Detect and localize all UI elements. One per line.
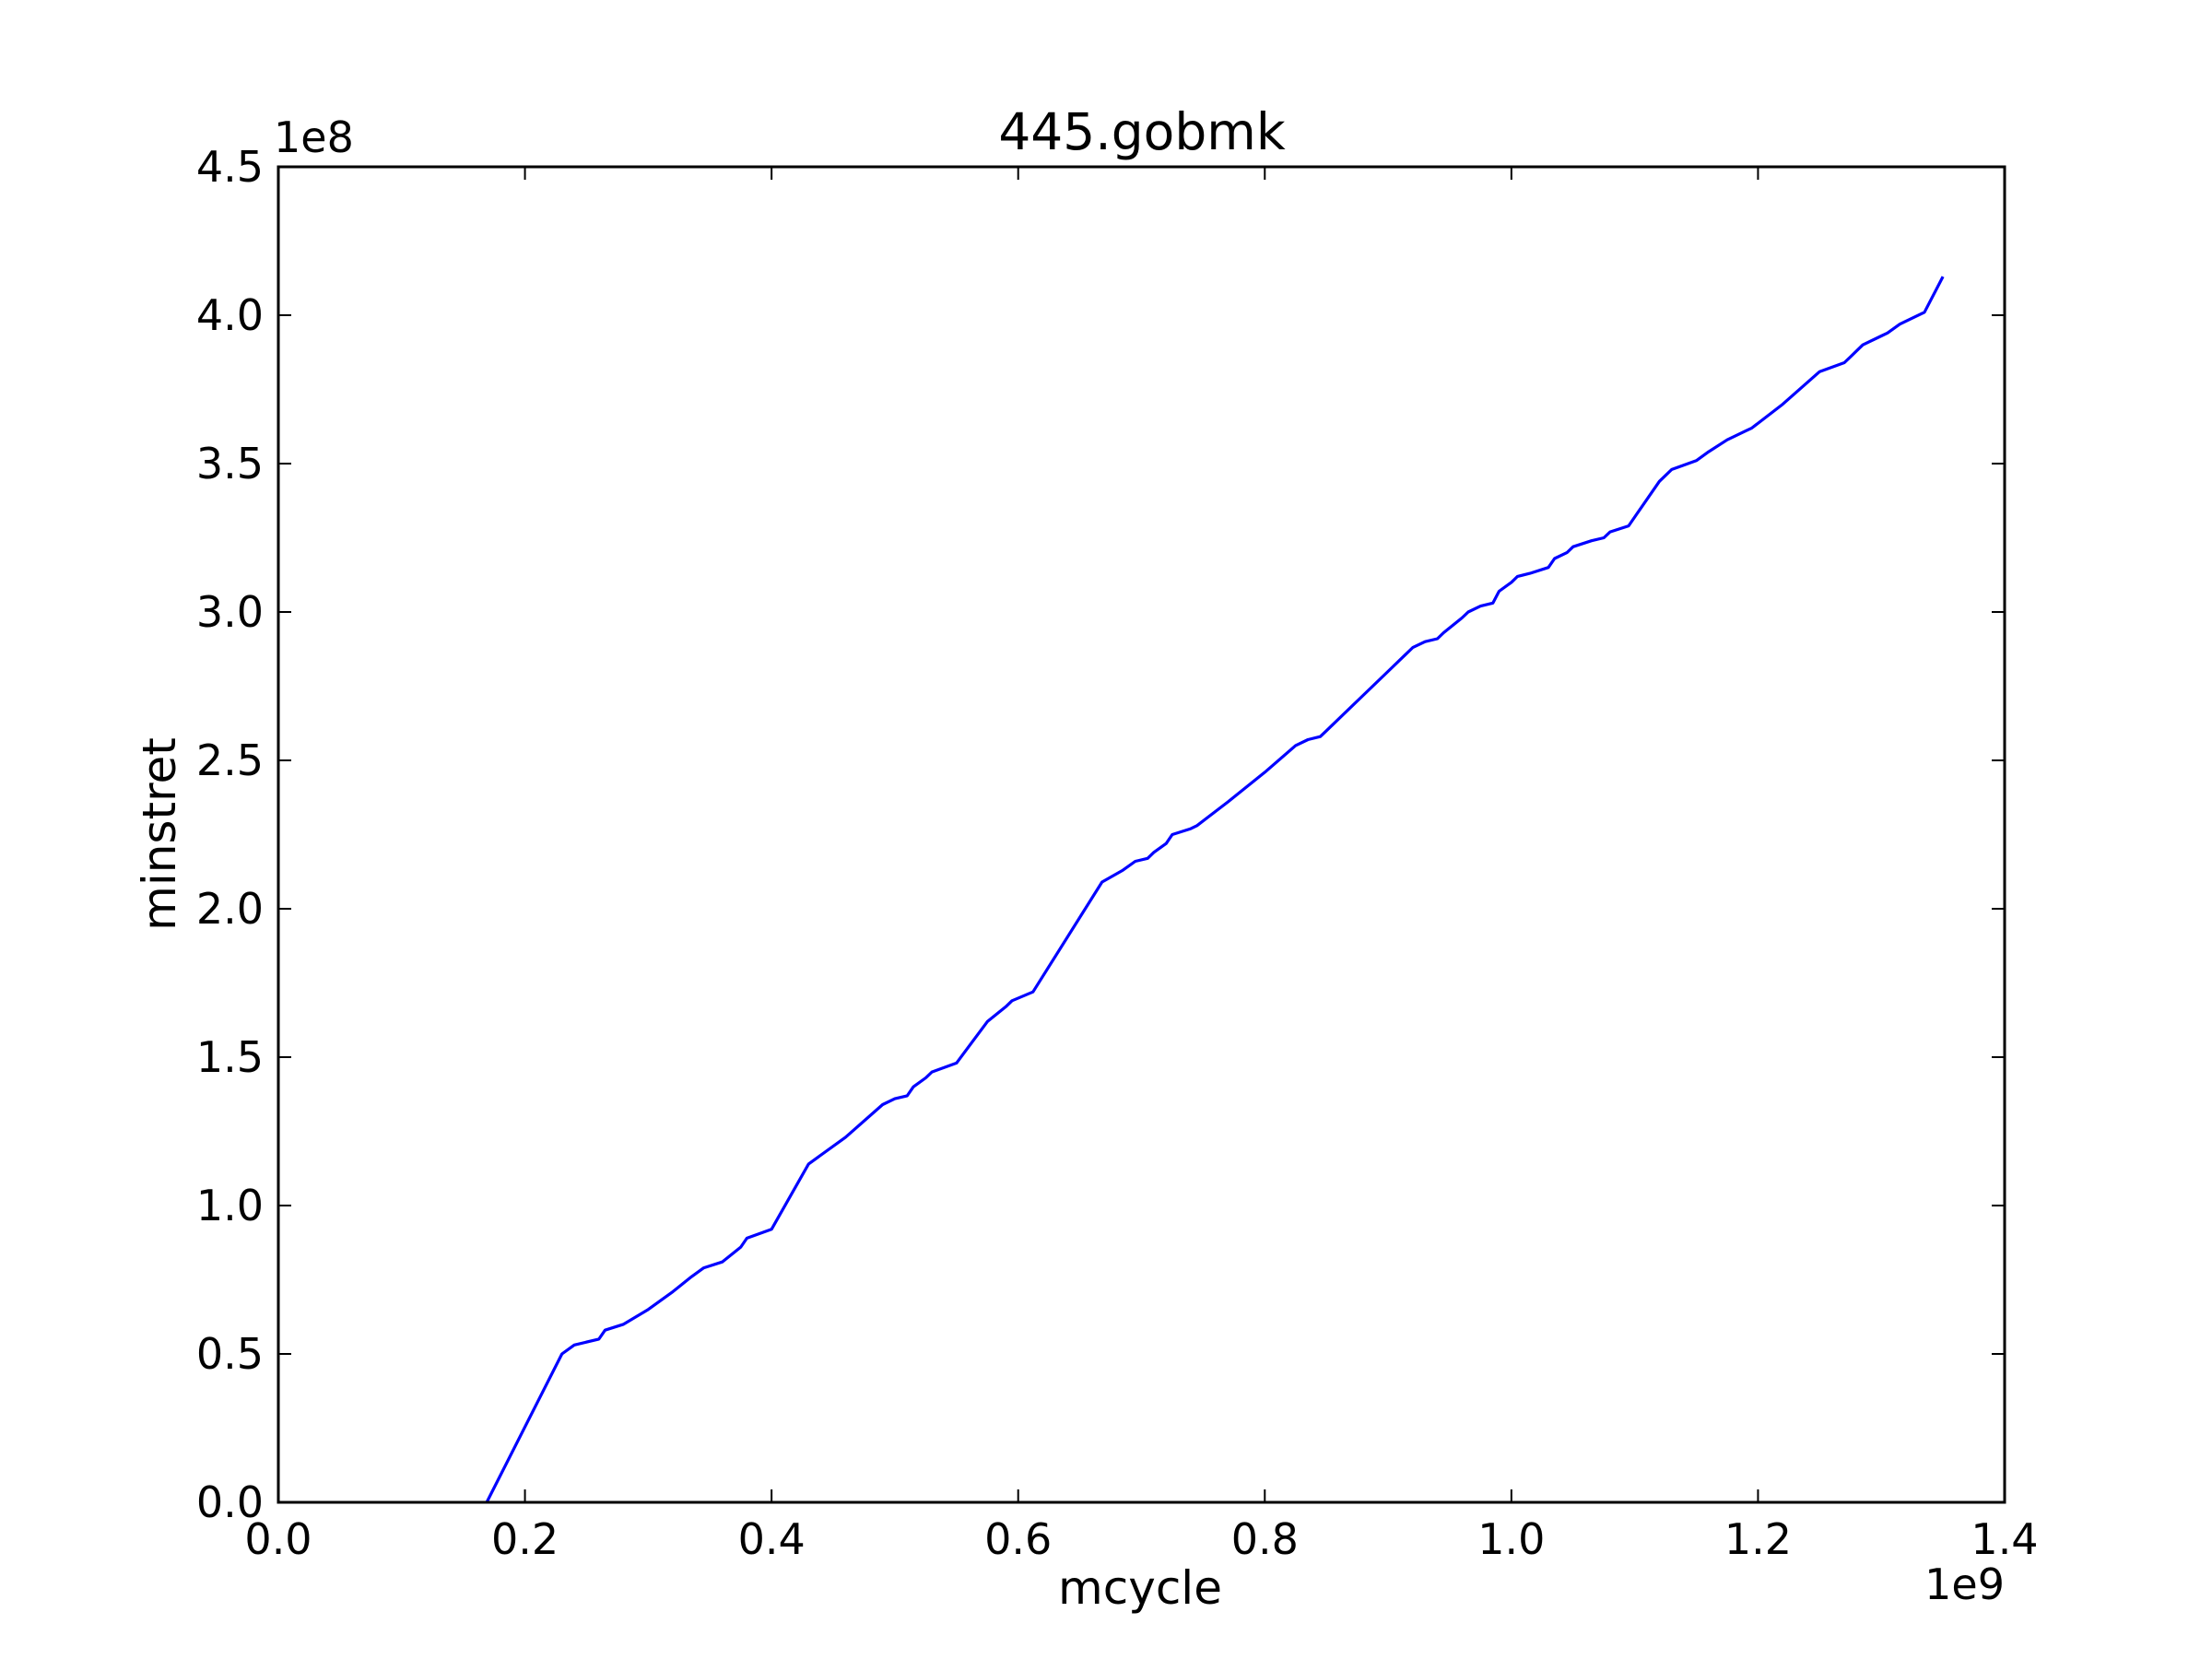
- y-tick-label: 0.0: [196, 1477, 264, 1527]
- y-tick-label: 3.5: [196, 439, 264, 488]
- plot-frame: [276, 165, 2006, 1504]
- y-tick-label: 2.0: [196, 884, 264, 934]
- x-tick-label: 1.0: [1477, 1514, 1545, 1564]
- x-tick-label: 0.4: [738, 1514, 806, 1564]
- y-tick-label: 1.0: [196, 1181, 264, 1230]
- y-tick-label: 4.5: [196, 142, 264, 192]
- x-tick-label: 0.6: [984, 1514, 1052, 1564]
- x-axis: 0.0 0.2 0.4 0.6 0.8 1.0 1.2 1.4: [244, 167, 2039, 1564]
- y-tick-label: 0.5: [196, 1329, 264, 1379]
- x-tick-label: 1.4: [1971, 1514, 2038, 1564]
- y-tick-label: 4.0: [196, 290, 264, 340]
- series-layer: [485, 276, 1945, 1503]
- y-tick-label: 2.5: [196, 735, 264, 785]
- x-tick-label: 1.2: [1724, 1514, 1792, 1564]
- chart-title: 445.gobmk: [998, 102, 1286, 161]
- y-axis: 0.0 0.5 1.0 1.5 2.0 2.5 3.0 3.5 4.0 4.5: [196, 142, 2005, 1527]
- y-tick-label: 3.0: [196, 587, 264, 637]
- x-tick-label: 0.8: [1231, 1514, 1299, 1564]
- series-line: [485, 276, 1945, 1503]
- y-tick-label: 1.5: [196, 1032, 264, 1082]
- x-axis-label: mcycle: [1058, 1561, 1222, 1615]
- x-tick-label: 0.0: [244, 1514, 312, 1564]
- y-axis-label: minstret: [133, 737, 186, 931]
- x-offset-label: 1e9: [1924, 1559, 2005, 1609]
- y-offset-label: 1e8: [274, 112, 354, 162]
- x-tick-label: 0.2: [491, 1514, 559, 1564]
